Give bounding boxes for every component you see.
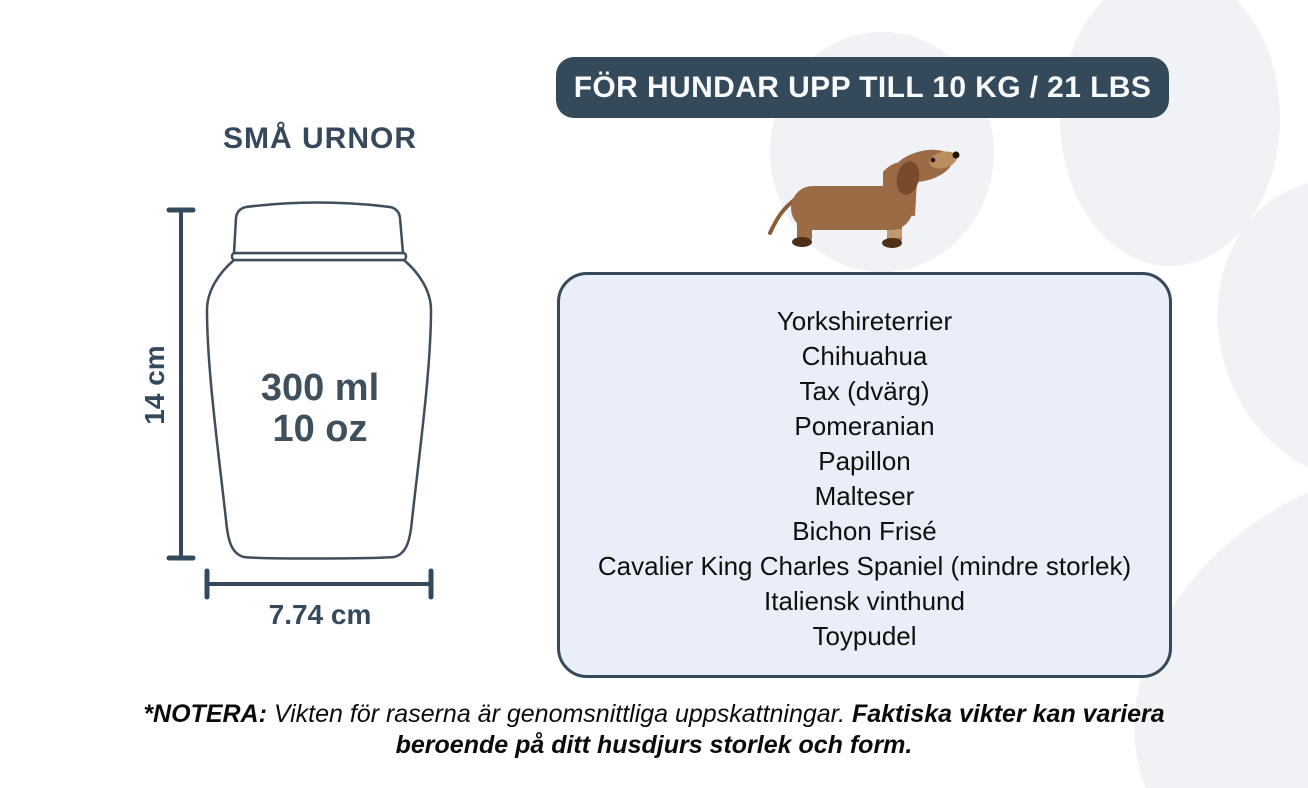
breed-list: Yorkshireterrier Chihuahua Tax (dvärg) Pome… bbox=[560, 275, 1169, 654]
urn-height-label: 14 cm bbox=[139, 345, 170, 425]
footer-note-emphasis: Faktiska vikter kan variera beroende på … bbox=[395, 700, 1165, 759]
dachshund-icon bbox=[768, 149, 960, 248]
height-dimension-line bbox=[166, 207, 196, 561]
weight-banner-label: FÖR HUNDAR UPP TILL 10 KG / 21 LBS bbox=[573, 70, 1152, 104]
breed-list-item: Malteser bbox=[814, 481, 915, 511]
urn-capacity: 300 ml 10 oz bbox=[210, 368, 430, 450]
width-dimension-line bbox=[204, 568, 434, 600]
urn-capacity-ml: 300 ml bbox=[260, 367, 380, 409]
breed-list-item: Italiensk vinthund bbox=[764, 586, 965, 616]
breed-list-item: Toypudel bbox=[812, 621, 917, 651]
footer-note-body: Vikten för raserna är genomsnittliga upp… bbox=[266, 700, 852, 728]
urn-diagram bbox=[166, 201, 434, 600]
footer-note: *NOTERA: Vikten för raserna är genomsnit… bbox=[124, 699, 1184, 761]
breed-list-box: Yorkshireterrier Chihuahua Tax (dvärg) Pome… bbox=[557, 272, 1172, 678]
urn-width-label: 7.74 cm bbox=[268, 599, 372, 630]
breed-list-item: Tax (dvärg) bbox=[799, 376, 930, 406]
breed-list-item: Bichon Frisé bbox=[792, 516, 937, 546]
breed-list-item: Chihuahua bbox=[801, 341, 928, 371]
breed-list-item: Papillon bbox=[818, 446, 911, 476]
urn-capacity-oz: 10 oz bbox=[272, 408, 368, 450]
urn-lid-outline bbox=[232, 201, 405, 255]
breed-list-item: Cavalier King Charles Spaniel (mindre st… bbox=[597, 551, 1132, 581]
section-title: SMÅ URNOR bbox=[223, 122, 417, 155]
footer-note-prefix: *NOTERA: bbox=[143, 700, 267, 728]
breed-list-item: Yorkshireterrier bbox=[776, 306, 953, 336]
weight-banner: FÖR HUNDAR UPP TILL 10 KG / 21 LBS bbox=[556, 57, 1169, 118]
breed-list-item: Pomeranian bbox=[794, 411, 935, 441]
urn-body-outline bbox=[205, 258, 433, 560]
